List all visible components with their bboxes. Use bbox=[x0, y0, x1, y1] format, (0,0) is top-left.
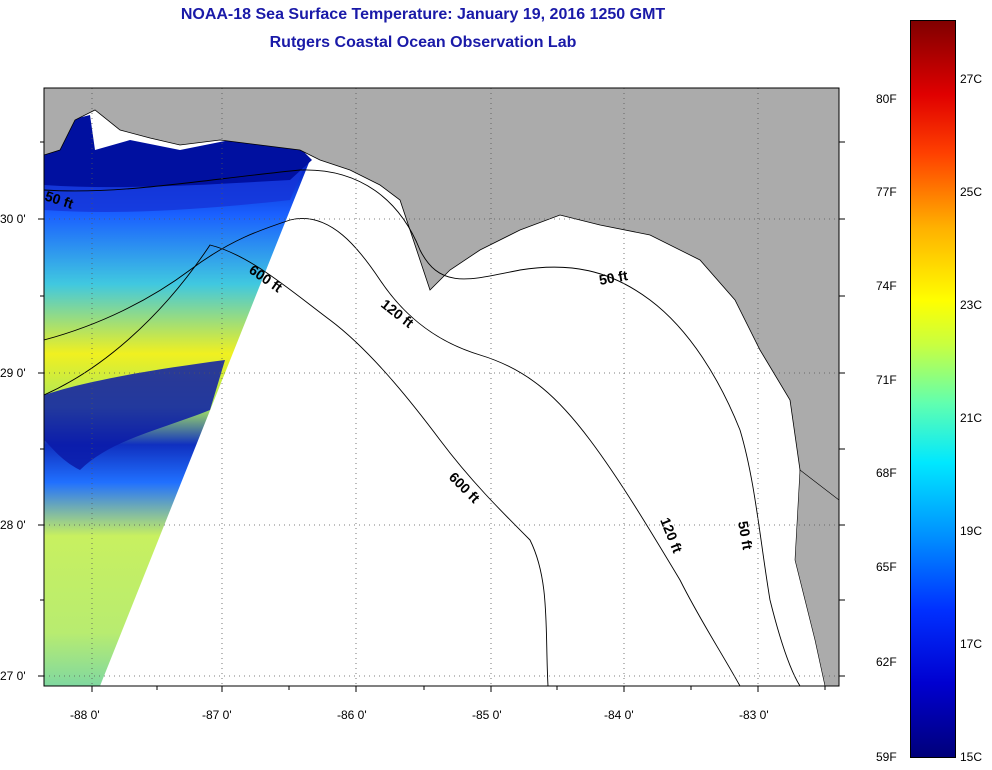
colorbar-label-f: 68F bbox=[876, 466, 897, 480]
colorbar-label-f: 80F bbox=[876, 92, 897, 106]
colorbar-label-c: 21C bbox=[960, 411, 983, 425]
lon-label: -86 0' bbox=[337, 708, 367, 722]
depth-contour-120ft bbox=[44, 218, 741, 686]
lon-label: -88 0' bbox=[70, 708, 100, 722]
temperature-colorbar bbox=[910, 20, 956, 758]
contour-label: 50 ft bbox=[735, 520, 756, 551]
colorbar-label-c: 23C bbox=[960, 298, 983, 312]
depth-contour-50ft bbox=[44, 169, 801, 686]
land-mass bbox=[794, 469, 839, 686]
colorbar-label-f: 71F bbox=[876, 373, 897, 387]
cold-water-band bbox=[44, 360, 225, 470]
lon-label: -84 0' bbox=[604, 708, 634, 722]
lat-label: 29 0' bbox=[0, 366, 26, 380]
colorbar-label-f: 77F bbox=[876, 185, 897, 199]
lat-label: 27 0' bbox=[0, 669, 26, 683]
colorbar-label-c: 17C bbox=[960, 637, 983, 651]
contour-label: 50 ft bbox=[598, 267, 629, 288]
colorbar-label-c: 25C bbox=[960, 185, 983, 199]
axis-ticks bbox=[38, 141, 845, 692]
colorbar-label-c: 19C bbox=[960, 524, 983, 538]
map-frame bbox=[43, 87, 840, 687]
nearshore-cold-water bbox=[44, 115, 312, 188]
colorbar-label-c: 15C bbox=[960, 750, 983, 764]
colorbar-label-f: 62F bbox=[876, 655, 897, 669]
depth-contour-600ft bbox=[44, 244, 549, 686]
land-mass bbox=[44, 88, 839, 561]
lat-label: 30 0' bbox=[0, 212, 26, 226]
map-title: NOAA-18 Sea Surface Temperature: January… bbox=[180, 6, 666, 23]
colorbar-label-f: 74F bbox=[876, 279, 897, 293]
lon-label: -85 0' bbox=[472, 708, 502, 722]
lon-label: -87 0' bbox=[202, 708, 232, 722]
colorbar-label-c: 27C bbox=[960, 72, 983, 86]
lon-label: -83 0' bbox=[739, 708, 769, 722]
colorbar-label-f: 65F bbox=[876, 560, 897, 574]
map-subtitle: Rutgers Coastal Ocean Observation Lab bbox=[269, 34, 577, 51]
colorbar-label-f: 59F bbox=[876, 750, 897, 764]
lat-label: 28 0' bbox=[0, 518, 26, 532]
